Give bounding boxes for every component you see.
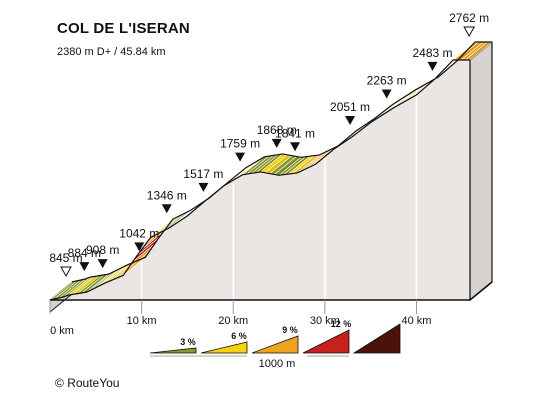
elevation-label: 1759 m [220, 137, 260, 151]
legend-swatch [251, 335, 299, 354]
waypoint-marker-icon [235, 152, 246, 162]
legend-swatch [302, 329, 350, 354]
elevation-label: 1042 m [119, 226, 159, 240]
distance-tick-label: 20 km [218, 315, 248, 327]
elevation-label: 884 m [68, 246, 101, 260]
elevation-label: 1346 m [147, 188, 187, 202]
footer: © RouteYou [55, 376, 119, 390]
waypoint-marker-icon [134, 242, 145, 252]
gradient-legend: 3 % 6 % 9 % 12 % 1000 m [149, 319, 401, 370]
profile-base-edge [50, 281, 493, 301]
distance-tick-label: 0 km [50, 325, 74, 337]
elevation-label: 908 m [86, 243, 119, 257]
elevation-label: 1517 m [183, 167, 223, 181]
distance-tick-label: 10 km [127, 315, 157, 327]
elevation-label: 1841 m [275, 126, 315, 140]
distance-tick-label: 30 km [310, 315, 340, 327]
waypoint-marker-icon [198, 182, 209, 192]
chart-subtitle: 2380 m D+ / 45.84 km [57, 46, 166, 58]
legend-swatch [200, 341, 248, 354]
waypoint-marker-icon [79, 262, 90, 272]
copyright-icon: © [55, 376, 64, 390]
legend-label: 12 % [331, 319, 352, 329]
legend-swatch [149, 347, 197, 354]
finish-marker-icon [463, 26, 475, 38]
waypoint-marker-icon [290, 142, 301, 152]
waypoint-marker-icon [381, 89, 392, 99]
distance-tick-label: 40 km [402, 315, 432, 327]
waypoint-marker-icon [161, 204, 172, 214]
profile-outline [49, 41, 493, 301]
scale-bar-label: 1000 m [259, 358, 296, 370]
legend-swatch [352, 323, 401, 354]
chart-title: COL DE L'ISERAN [57, 20, 190, 37]
distance-axis: 0 km 10 km 20 km 30 km 40 km [49, 300, 432, 337]
elevation-label: 2483 m [412, 46, 452, 60]
elevation-label: 2263 m [367, 73, 407, 87]
elevation-label: 1868 m [257, 123, 297, 137]
elevation-label: 2762 m [449, 11, 489, 25]
waypoint-marker-icon [97, 259, 108, 269]
profile-front-edge [49, 59, 470, 301]
waypoint-marker-icon [427, 61, 438, 71]
waypoint-marker-icon [345, 116, 356, 126]
brand-name: RouteYou [67, 376, 120, 390]
legend-label: 3 % [180, 337, 196, 347]
profile-end-face [469, 40, 493, 302]
legend-label: 6 % [231, 331, 247, 341]
elevation-label: 845 m [49, 251, 82, 265]
start-marker-icon [60, 266, 72, 278]
profile-back-edge [71, 41, 492, 283]
waypoint-marker-icon [271, 138, 282, 148]
elevation-label: 2051 m [330, 100, 370, 114]
legend-label: 9 % [282, 325, 298, 335]
